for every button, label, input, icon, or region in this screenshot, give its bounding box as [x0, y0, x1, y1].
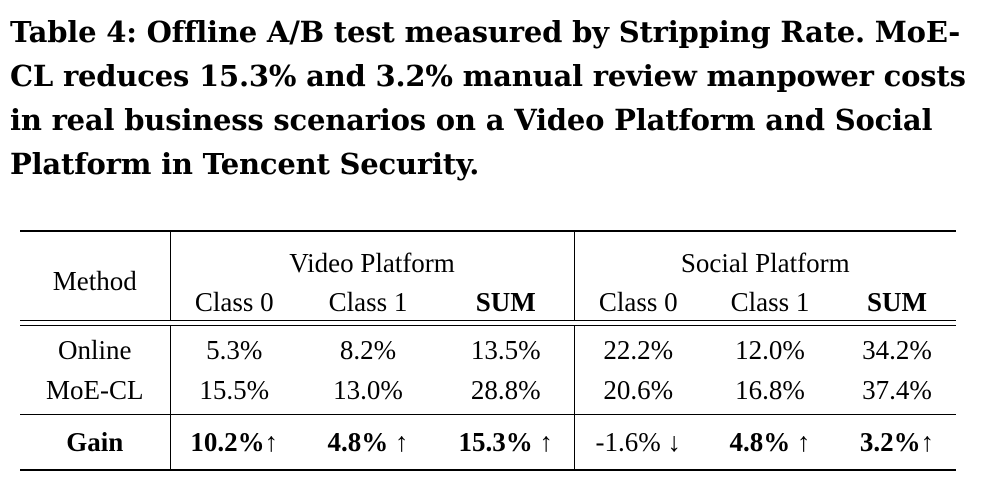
- row-separator: [20, 414, 957, 415]
- gain-cell: 3.2%↑: [859, 426, 935, 457]
- table-cell: 12.0%: [735, 334, 805, 365]
- table-cell: 28.8%: [438, 370, 575, 415]
- subheader-social-class1: Class 1: [730, 286, 810, 317]
- caption-line: Platform in Tencent Security.: [10, 147, 480, 181]
- gain-cell: 4.8% ↑: [327, 426, 409, 457]
- gain-row: Gain 10.2%↑ 4.8% ↑ 15.3% ↑ -1.6% ↓ 4.8% …: [20, 415, 957, 470]
- caption-line: CL reduces 15.3% and 3.2% manual review …: [10, 59, 966, 93]
- row-method: Online: [20, 326, 171, 370]
- table-cell: 13.5%: [438, 326, 575, 370]
- table-cell: 15.5%: [199, 374, 270, 405]
- double-rule: [20, 320, 957, 326]
- gain-cell: 15.3% ↑: [438, 415, 575, 470]
- caption-line: Table 4: Offline A/B test measured by St…: [10, 15, 961, 49]
- table-cell: 22.2%: [603, 334, 674, 365]
- table-cell: 37.4%: [862, 374, 932, 405]
- gain-cell: -1.6% ↓: [595, 426, 681, 457]
- table-cell: 16.8%: [735, 374, 805, 405]
- table-cell: 34.2%: [862, 334, 932, 365]
- subheader-social-sum: SUM: [867, 286, 928, 317]
- table-cell: 13.0%: [333, 374, 403, 405]
- gain-cell: 4.8% ↑: [729, 426, 811, 457]
- method-header: Method: [20, 231, 171, 320]
- table-cell: 5.3%: [206, 334, 263, 365]
- row-method: MoE-CL: [20, 370, 171, 415]
- table-cell: 20.6%: [603, 374, 674, 405]
- subheader-video-sum: SUM: [438, 284, 575, 320]
- table-row: MoE-CL 15.5% 13.0% 28.8% 20.6% 16.8% 37.…: [20, 370, 956, 415]
- results-table: Method Video Platform Social Platform Cl…: [20, 230, 957, 471]
- group-header-social: Social Platform: [680, 247, 850, 278]
- group-header-video: Video Platform: [170, 231, 575, 284]
- gain-label: Gain: [20, 415, 171, 470]
- caption-line: in real business scenarios on a Video Pl…: [10, 103, 933, 137]
- subheader-social-class0: Class 0: [598, 286, 678, 317]
- gain-cell: 10.2%↑: [190, 426, 279, 457]
- subheader-video-class0: Class 0: [194, 286, 274, 317]
- table-caption: Table 4: Offline A/B test measured by St…: [10, 10, 980, 186]
- results-table-wrap: Method Video Platform Social Platform Cl…: [20, 230, 957, 471]
- subheader-video-class1: Class 1: [328, 286, 408, 317]
- table-row: Online 5.3% 8.2% 13.5% 22.2% 12.0% 34.2%: [20, 326, 956, 370]
- table-cell: 8.2%: [339, 334, 397, 365]
